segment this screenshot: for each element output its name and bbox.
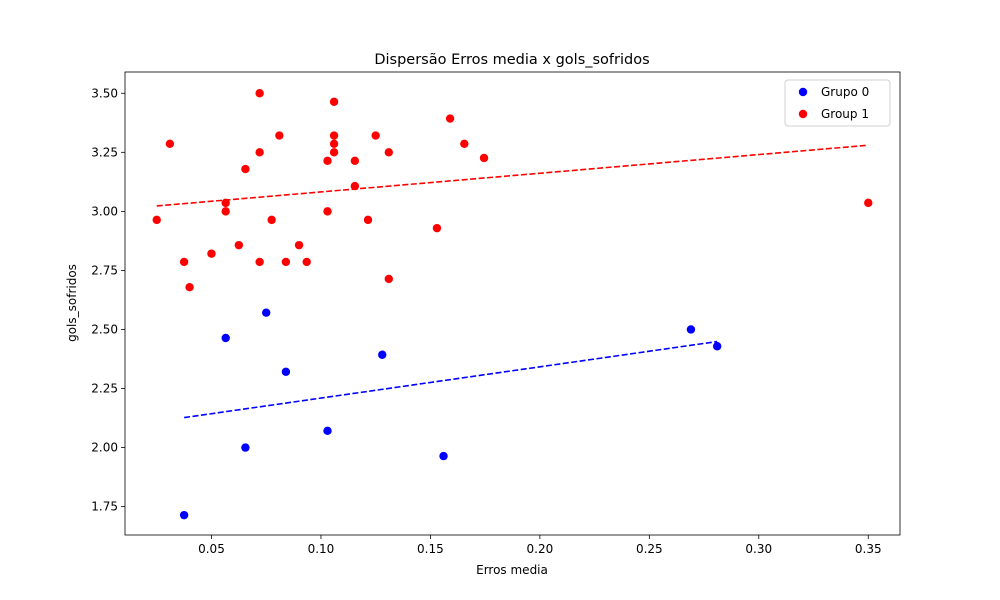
data-point	[255, 89, 264, 98]
data-point	[165, 139, 175, 149]
y-axis: 1.75 2.00 2.25 2.50 2.75 3.00 3.25 3.50	[91, 86, 125, 514]
legend: Grupo 0 Group 1	[784, 79, 891, 127]
series-0	[179, 308, 722, 520]
y-tick-label: 1.75	[91, 500, 118, 514]
data-point	[221, 207, 230, 216]
series-1	[152, 89, 873, 292]
x-tick-label: 0.25	[636, 542, 663, 556]
data-point	[179, 510, 189, 520]
legend-box	[784, 79, 891, 127]
data-point	[281, 257, 291, 267]
data-point	[241, 164, 250, 174]
data-point	[445, 114, 455, 123]
y-tick-label: 2.50	[91, 322, 118, 336]
y-tick-label: 3.00	[91, 204, 118, 218]
y-tick-label: 3.50	[91, 86, 118, 100]
data-point	[323, 207, 332, 216]
data-point	[686, 325, 696, 334]
y-tick-label: 2.75	[91, 263, 118, 277]
x-axis: 0.05 0.10 0.15 0.20 0.25 0.30 0.35	[198, 535, 882, 556]
x-tick-label: 0.10	[308, 542, 335, 556]
data-point	[329, 97, 339, 106]
data-point	[712, 342, 722, 351]
y-axis-label: gols_sofridos	[65, 264, 79, 342]
data-point	[439, 451, 448, 461]
data-point	[185, 283, 194, 292]
legend-marker-0	[798, 87, 808, 97]
data-point	[378, 350, 387, 359]
legend-label-0: Grupo 0	[821, 85, 869, 99]
data-point	[460, 139, 469, 149]
data-point	[221, 198, 230, 208]
data-point	[350, 156, 360, 166]
data-point	[384, 148, 394, 157]
data-point	[152, 215, 161, 225]
y-tick-label: 3.25	[91, 145, 118, 159]
data-point	[384, 274, 394, 284]
data-point	[479, 153, 489, 163]
data-point	[371, 131, 380, 140]
x-tick-label: 0.05	[198, 542, 225, 556]
legend-marker-1	[798, 109, 808, 119]
data-point	[262, 308, 271, 317]
x-axis-label: Erros media	[476, 563, 548, 577]
data-point	[864, 198, 873, 208]
chart-title: Dispersão Erros media x gols_sofridos	[374, 52, 649, 68]
data-point	[281, 367, 291, 376]
data-point	[329, 131, 339, 140]
data-point	[234, 240, 244, 250]
data-point	[363, 215, 373, 225]
x-tick-label: 0.30	[745, 542, 772, 556]
plot-area	[124, 71, 901, 536]
data-point	[241, 443, 250, 452]
x-tick-label: 0.35	[855, 542, 882, 556]
data-point	[329, 139, 339, 149]
x-tick-label: 0.15	[417, 542, 444, 556]
trendline-1	[156, 144, 869, 207]
data-point	[255, 257, 264, 267]
y-tick-label: 2.25	[91, 382, 118, 396]
data-point	[302, 257, 311, 267]
plot-frame	[124, 71, 901, 536]
data-point	[221, 333, 230, 343]
data-point	[350, 181, 360, 191]
data-point	[432, 223, 442, 233]
y-tick-label: 2.00	[91, 441, 118, 455]
data-point	[267, 215, 276, 225]
data-point	[275, 131, 284, 140]
data-point	[179, 257, 189, 267]
x-tick-label: 0.20	[527, 542, 554, 556]
data-point	[294, 240, 304, 250]
data-point	[207, 249, 216, 258]
data-point	[255, 148, 264, 157]
trendline-0	[183, 340, 718, 419]
data-point	[323, 426, 332, 436]
data-point	[323, 156, 332, 166]
data-point	[329, 148, 339, 157]
legend-label-1: Group 1	[821, 107, 869, 121]
